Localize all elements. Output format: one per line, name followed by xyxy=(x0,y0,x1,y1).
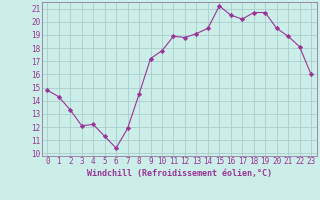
X-axis label: Windchill (Refroidissement éolien,°C): Windchill (Refroidissement éolien,°C) xyxy=(87,169,272,178)
